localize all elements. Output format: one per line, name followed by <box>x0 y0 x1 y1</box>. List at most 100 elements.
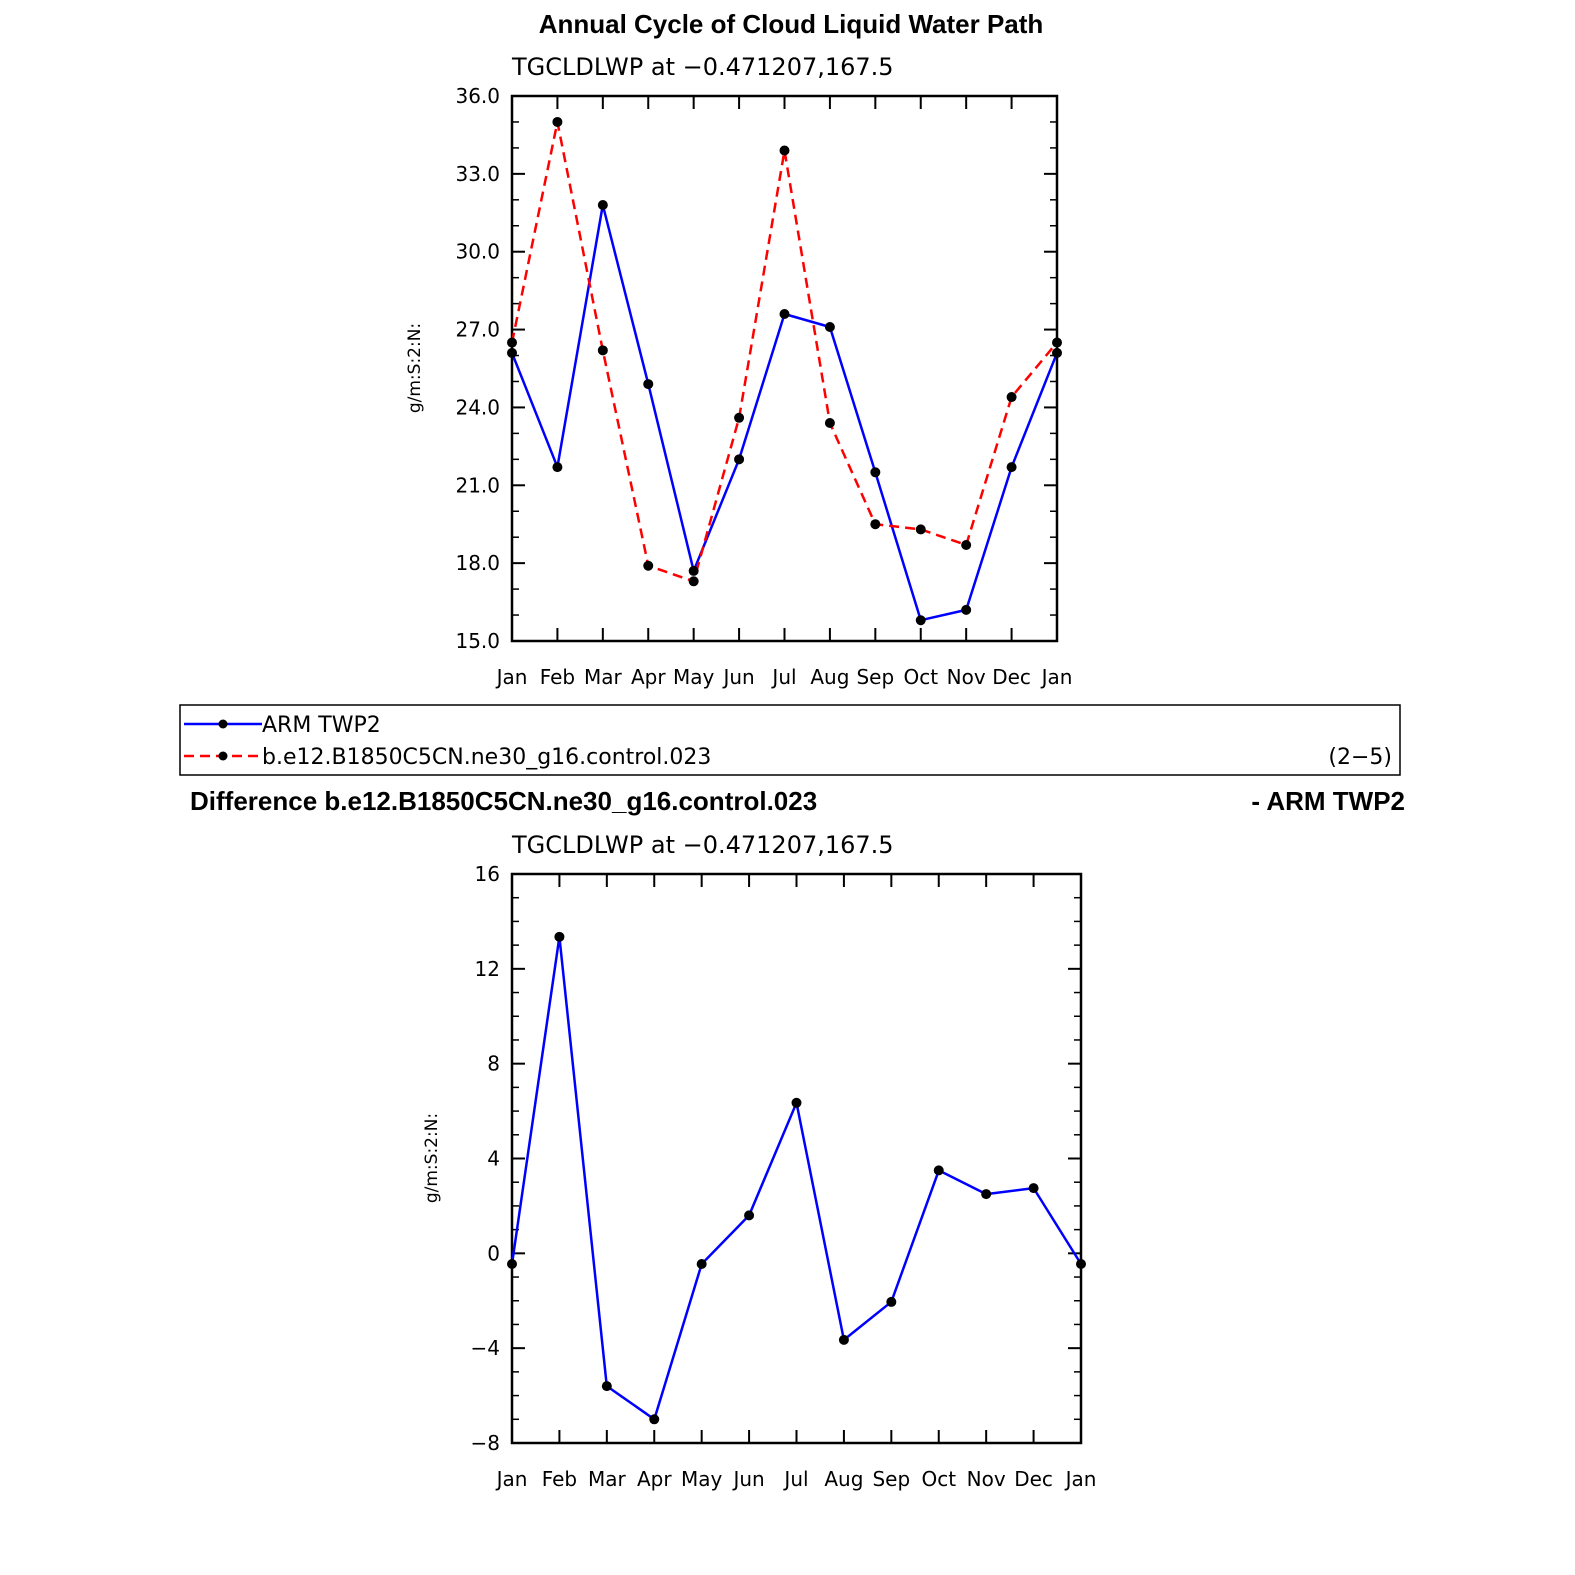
x-tick-label: Jul <box>782 1467 808 1491</box>
y-tick-label: 4 <box>487 1147 500 1171</box>
data-point-1 <box>1006 392 1017 403</box>
data-point-0 <box>981 1189 992 1200</box>
data-point-0 <box>649 1414 660 1425</box>
difference-title-right: - ARM TWP2 <box>1251 786 1405 816</box>
x-tick-label: May <box>673 665 715 689</box>
data-point-0 <box>507 1259 517 1270</box>
data-point-1 <box>961 539 972 550</box>
data-point-0 <box>961 604 972 615</box>
x-tick-label: Feb <box>542 1467 577 1491</box>
x-tick-label: Nov <box>947 665 986 689</box>
plot-frame <box>510 872 1083 1445</box>
data-point-0 <box>779 309 790 319</box>
x-tick-label: Jan <box>1040 665 1073 689</box>
x-tick-label: Jan <box>495 1467 528 1491</box>
legend-label-model: b.e12.B1850C5CN.ne30_g16.control.023 <box>262 745 711 770</box>
difference-title: Difference b.e12.B1850C5CN.ne30_g16.cont… <box>190 786 817 816</box>
data-point-1 <box>552 116 563 127</box>
legend-label-arm: ARM TWP2 <box>262 713 381 738</box>
x-tick-label: Nov <box>967 1467 1006 1491</box>
x-tick-label: Jul <box>770 665 796 689</box>
data-point-0 <box>507 347 517 358</box>
data-point-0 <box>744 1210 755 1221</box>
data-point-0 <box>870 467 881 478</box>
x-tick-label: Dec <box>1014 1467 1053 1491</box>
y-tick-label: 27.0 <box>455 318 500 342</box>
data-point-1 <box>824 418 835 428</box>
x-tick-label: Apr <box>637 1467 672 1491</box>
difference-series-layer <box>507 931 1086 1425</box>
x-tick-label: Jun <box>721 665 754 689</box>
x-tick-label: Dec <box>992 665 1031 689</box>
panel-label: (2−5) <box>1328 745 1392 770</box>
axes-frame: 15.0 18.0 21.0 24.0 27.0 30.0 33.0 36.0 Jan Feb Ma… <box>455 84 1072 689</box>
y-tick-label: 33.0 <box>455 162 500 186</box>
y-tick-label: 30.0 <box>455 240 500 264</box>
data-point-1 <box>1052 337 1062 348</box>
data-point-0 <box>915 615 926 626</box>
x-tick-label: Aug <box>810 665 849 689</box>
series-line-0 <box>510 203 1059 622</box>
data-point-0 <box>734 454 745 465</box>
y-tick-label: 24.0 <box>455 395 500 419</box>
x-tick-label: Oct <box>921 1467 956 1491</box>
data-point-1 <box>779 145 790 156</box>
y-tick-label: 21.0 <box>455 473 500 497</box>
data-point-0 <box>696 1259 707 1270</box>
y-axis-label: g/m:S:2:N: <box>405 323 425 413</box>
difference-chart: Difference b.e12.B1850C5CN.ne30_g16.cont… <box>190 786 1405 1491</box>
data-point-0 <box>1076 1259 1086 1270</box>
x-tick-label: Mar <box>584 665 623 689</box>
data-point-0 <box>552 462 563 473</box>
x-tick-label: Apr <box>631 665 666 689</box>
x-tick-label: Feb <box>540 665 575 689</box>
data-point-0 <box>554 931 565 942</box>
legend-marker-arm <box>218 719 228 729</box>
difference-subtitle: TGCLDLWP at −0.471207,167.5 <box>511 831 894 859</box>
data-point-0 <box>791 1097 802 1108</box>
x-tick-label: Jan <box>1064 1467 1097 1491</box>
data-point-0 <box>886 1296 897 1307</box>
series-line-1 <box>510 120 1058 583</box>
data-point-0 <box>688 565 699 576</box>
series-layer <box>507 116 1062 626</box>
y-tick-label: 12 <box>475 957 500 981</box>
y-tick-label: −8 <box>471 1431 500 1455</box>
difference-axes-frame: −8 −4 0 4 8 12 16 Jan Feb Mar Apr May Jun Jul Aug Sep Oc… <box>471 862 1097 1491</box>
annual-cycle-chart: Annual Cycle of Cloud Liquid Water Path … <box>405 9 1072 689</box>
y-tick-label: 8 <box>487 1052 500 1076</box>
x-tick-label: May <box>681 1467 723 1491</box>
chart-subtitle: TGCLDLWP at −0.471207,167.5 <box>511 53 894 81</box>
x-tick-label: Jan <box>495 665 528 689</box>
y-tick-label: −4 <box>471 1336 500 1360</box>
x-tick-label: Jun <box>731 1467 764 1491</box>
data-point-1 <box>507 337 517 348</box>
y-tick-label: 15.0 <box>455 629 500 653</box>
data-point-1 <box>915 524 926 535</box>
plot-frame <box>510 94 1059 643</box>
x-tick-label: Mar <box>588 1467 627 1491</box>
y-tick-label: 16 <box>475 862 500 886</box>
data-point-1 <box>870 519 881 530</box>
data-point-1 <box>734 412 745 423</box>
data-point-0 <box>1006 462 1017 473</box>
data-point-1 <box>643 560 654 571</box>
data-point-0 <box>933 1165 944 1176</box>
data-point-0 <box>601 1381 612 1392</box>
legend-box <box>179 704 1401 776</box>
series-line-0 <box>510 935 1083 1421</box>
x-tick-label: Sep <box>856 665 894 689</box>
data-point-1 <box>688 576 699 587</box>
data-point-0 <box>1052 347 1062 358</box>
data-point-0 <box>643 379 654 390</box>
x-tick-label: Aug <box>824 1467 863 1491</box>
y-tick-label: 36.0 <box>455 84 500 108</box>
data-point-0 <box>1028 1183 1039 1194</box>
data-point-0 <box>597 200 608 210</box>
y-tick-label: 18.0 <box>455 551 500 575</box>
x-tick-label: Oct <box>903 665 938 689</box>
difference-y-axis-label: g/m:S:2:N: <box>422 1113 442 1203</box>
legend: ARM TWP2 b.e12.B1850C5CN.ne30_g16.contro… <box>179 704 1401 776</box>
x-tick-label: Sep <box>872 1467 910 1491</box>
